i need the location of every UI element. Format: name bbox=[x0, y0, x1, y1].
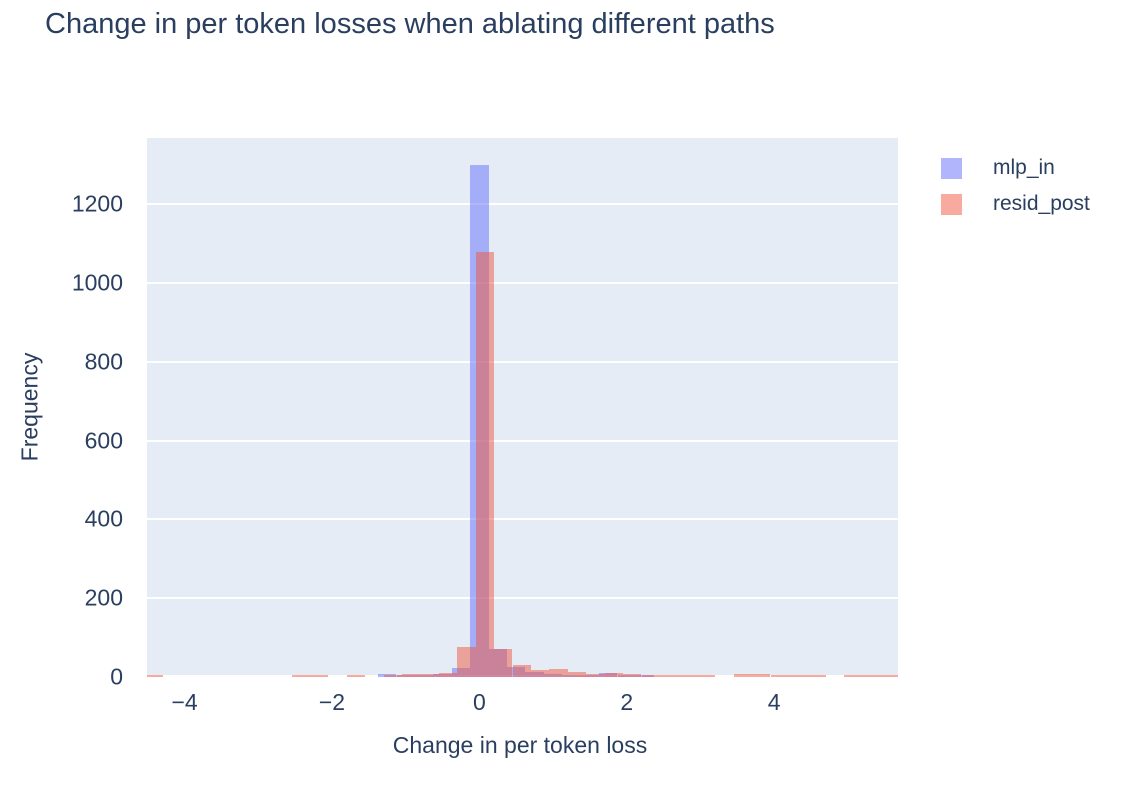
histogram-bar-resid_post bbox=[383, 674, 402, 677]
histogram-bar-resid_post bbox=[604, 672, 624, 677]
histogram-bar-resid_post bbox=[659, 675, 679, 677]
y-tick-label: 200 bbox=[84, 584, 123, 611]
histogram-bar-resid_post bbox=[788, 674, 808, 677]
histogram-bar-resid_post bbox=[438, 672, 458, 677]
legend-swatch-mlp-in bbox=[941, 157, 962, 179]
gridline bbox=[147, 203, 898, 206]
y-tick-label: 400 bbox=[84, 505, 123, 532]
histogram-bar-resid_post bbox=[457, 646, 476, 677]
chart-title: Change in per token losses when ablating… bbox=[45, 8, 775, 40]
gridline bbox=[147, 597, 898, 600]
gridline bbox=[147, 282, 898, 284]
gridline bbox=[147, 360, 898, 363]
histogram-bar-resid_post bbox=[494, 649, 513, 677]
histogram-bar-resid_post bbox=[147, 674, 163, 677]
y-axis-title: Frequency bbox=[16, 352, 43, 462]
histogram-bar-resid_post bbox=[844, 674, 863, 677]
histogram-bar-resid_post bbox=[402, 674, 421, 677]
histogram-bar-resid_post bbox=[641, 674, 660, 677]
x-tick-label: −4 bbox=[171, 689, 198, 715]
histogram-bar-resid_post bbox=[531, 670, 550, 677]
histogram-bar-resid_post bbox=[475, 251, 495, 677]
histogram-bar-resid_post bbox=[623, 673, 642, 677]
histogram-bar-resid_post bbox=[291, 675, 310, 677]
legend-swatch-resid-post bbox=[941, 193, 962, 215]
legend-label: mlp_in bbox=[993, 156, 1055, 179]
y-tick-label: 800 bbox=[84, 348, 123, 375]
x-axis-title: Change in per token loss bbox=[392, 732, 648, 758]
histogram-bar-resid_post bbox=[696, 675, 716, 677]
gridline bbox=[147, 439, 898, 442]
x-tick-label: −2 bbox=[318, 689, 346, 715]
plot-area[interactable] bbox=[147, 138, 898, 677]
legend-item-mlp-in[interactable]: mlp_in bbox=[941, 156, 1090, 180]
histogram-bar-resid_post bbox=[346, 675, 366, 677]
histogram-bar-resid_post bbox=[881, 674, 898, 677]
histogram-bar-resid_post bbox=[733, 673, 752, 677]
x-tick-label: 4 bbox=[767, 689, 781, 715]
gridline bbox=[147, 518, 898, 521]
y-tick-label: 0 bbox=[110, 663, 123, 690]
x-tick-label: 0 bbox=[472, 689, 486, 715]
histogram-bar-resid_post bbox=[862, 674, 881, 677]
y-tick-label: 1200 bbox=[71, 190, 123, 217]
y-tick-label: 600 bbox=[84, 427, 123, 454]
histogram-bar-resid_post bbox=[586, 673, 605, 677]
histogram-bar-resid_post bbox=[807, 674, 826, 677]
histogram-bar-resid_post bbox=[678, 675, 697, 677]
histogram-bar-resid_post bbox=[752, 673, 771, 677]
legend: mlp_in resid_post bbox=[941, 156, 1090, 228]
histogram-bar-resid_post bbox=[770, 674, 789, 677]
legend-item-resid-post[interactable]: resid_post bbox=[941, 192, 1090, 216]
x-tick-label: 2 bbox=[620, 689, 634, 715]
histogram-bar-resid_post bbox=[512, 665, 531, 677]
histogram-bar-resid_post bbox=[549, 668, 568, 677]
histogram-bar-resid_post bbox=[309, 675, 329, 677]
histogram-bar-resid_post bbox=[567, 671, 587, 677]
histogram-bar-resid_post bbox=[420, 673, 439, 677]
y-tick-label: 1000 bbox=[71, 269, 123, 296]
legend-label: resid_post bbox=[993, 192, 1090, 215]
